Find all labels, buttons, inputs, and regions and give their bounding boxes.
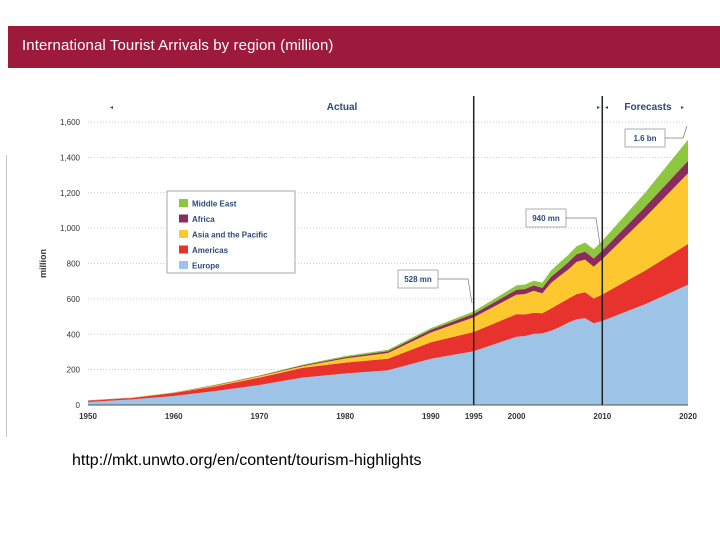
x-tick-label: 1980 [336, 412, 354, 421]
annotation-label: 1.6 bn [633, 134, 656, 143]
y-tick-label: 200 [67, 366, 81, 375]
annotation-leader [665, 125, 688, 139]
left-divider [6, 155, 7, 437]
x-tick-label: 1960 [165, 412, 183, 421]
arrow-left-icon: ◂ [110, 105, 113, 111]
x-tick-label: 2000 [508, 412, 526, 421]
legend-swatch [179, 261, 188, 269]
section-label-actual: Actual [327, 102, 358, 113]
arrow-left-icon: ◂ [605, 105, 608, 111]
y-tick-label: 1,000 [60, 224, 81, 233]
legend-box [166, 190, 296, 274]
area-europe [88, 284, 688, 405]
annotation-label: 528 mn [404, 275, 432, 284]
y-tick-label: 800 [67, 260, 81, 269]
y-tick-label: 0 [76, 401, 81, 410]
arrow-right-icon: ▸ [597, 105, 600, 111]
x-tick-label: 1990 [422, 412, 440, 421]
source-link[interactable]: http://mkt.unwto.org/en/content/tourism-… [72, 452, 422, 469]
area-asia-and-the-pacific [88, 173, 688, 401]
legend-swatch [179, 245, 188, 254]
y-axis-label: million [38, 249, 48, 278]
y-tick-label: 1,600 [60, 118, 81, 127]
title-bar: International Tourist Arrivals by region… [8, 26, 720, 68]
x-tick-label: 2020 [679, 412, 697, 421]
area-africa [88, 160, 688, 401]
legend-swatch [179, 199, 188, 207]
section-label-forecasts: Forecasts [624, 102, 672, 113]
y-tick-label: 400 [67, 330, 81, 339]
annotation-leader [566, 217, 601, 246]
y-tick-label: 1,200 [60, 189, 81, 198]
legend-swatch [179, 214, 188, 223]
x-tick-label: 1970 [251, 412, 269, 421]
legend-label: Europe [192, 262, 220, 271]
page-title: International Tourist Arrivals by region… [22, 37, 334, 54]
x-tick-label: 1950 [79, 412, 97, 421]
legend-label: Americas [192, 246, 229, 255]
x-tick-label: 2010 [593, 412, 611, 421]
annotation-label: 940 mn [532, 214, 560, 223]
legend-label: Middle East [192, 200, 237, 209]
arrow-right-icon: ▸ [681, 105, 684, 111]
annotation-leader [438, 278, 473, 304]
y-tick-label: 600 [67, 295, 81, 304]
legend-swatch [179, 230, 188, 238]
legend-label: Africa [192, 215, 215, 224]
legend-label: Asia and the Pacific [192, 231, 268, 240]
y-tick-label: 1,400 [60, 153, 81, 162]
x-tick-label: 1995 [465, 412, 483, 421]
